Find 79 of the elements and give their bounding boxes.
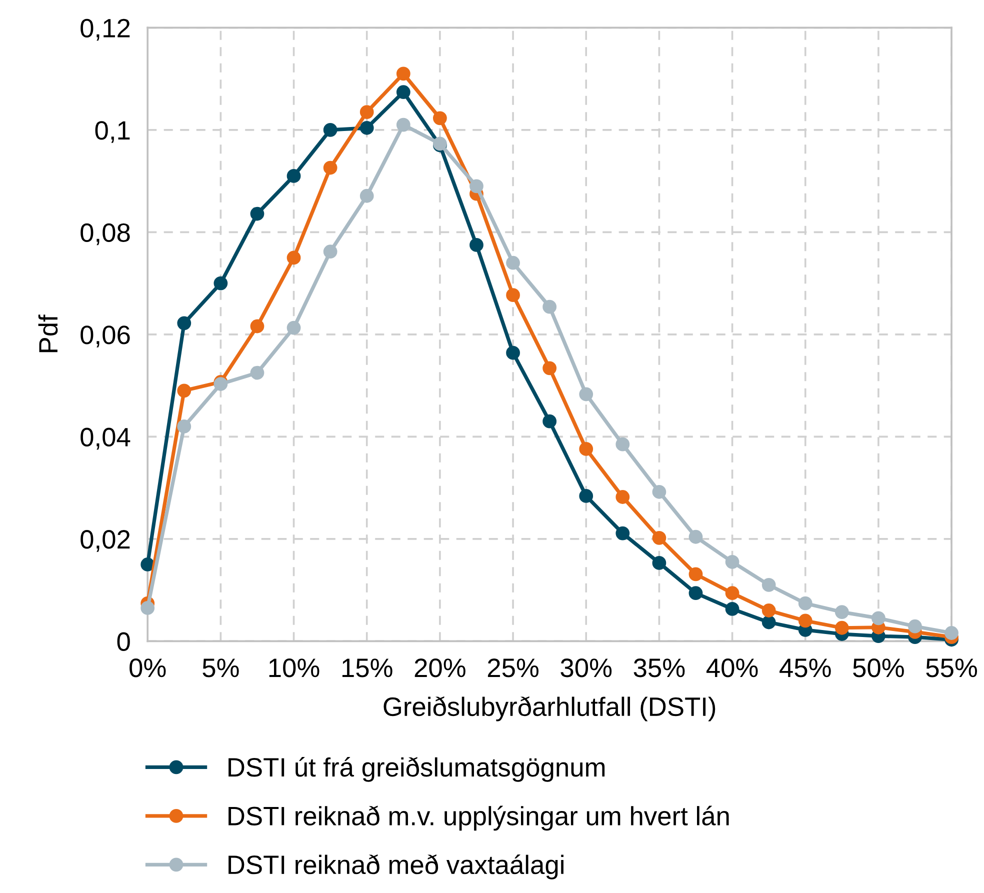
- point: [872, 611, 886, 626]
- point: [688, 586, 703, 600]
- point: [798, 596, 812, 610]
- point: [470, 238, 484, 252]
- x-tick-label: 50%: [853, 658, 904, 678]
- point: [762, 578, 776, 592]
- legend-label: DSTI reiknað m.v. upplýsingar um hvert lán: [228, 806, 729, 831]
- x-tick-label: 15%: [342, 658, 392, 678]
- point: [834, 620, 849, 635]
- point: [834, 605, 849, 619]
- point: [798, 614, 812, 628]
- point: [432, 111, 447, 126]
- x-tick-label: 35%: [634, 658, 685, 678]
- point: [506, 346, 520, 360]
- point: [177, 384, 192, 398]
- x-tick-label: 40%: [706, 658, 758, 678]
- point: [579, 442, 594, 456]
- point: [470, 179, 484, 194]
- point: [323, 160, 338, 175]
- y-tick-label: 0,12: [80, 18, 130, 41]
- point: [725, 586, 740, 600]
- point: [542, 414, 557, 428]
- legend-label: DSTI út frá greiðslumatsgögnum: [228, 756, 605, 782]
- point: [616, 526, 630, 540]
- point: [177, 316, 192, 330]
- x-tick-label: 10%: [269, 658, 320, 678]
- x-tick-label: 30%: [560, 658, 612, 678]
- point: [214, 276, 228, 290]
- point: [177, 420, 192, 434]
- point: [506, 256, 520, 270]
- point: [286, 320, 301, 335]
- point: [250, 319, 264, 334]
- point: [396, 118, 410, 132]
- point: [250, 366, 264, 380]
- y-axis-title: Pdf: [38, 314, 58, 352]
- point: [140, 601, 155, 615]
- point: [360, 105, 374, 119]
- x-axis-title: Greiðslubyrðarhlutfall (DSTI): [384, 696, 716, 722]
- y-tick-label: 0,1: [95, 121, 130, 143]
- point: [579, 387, 594, 402]
- point: [250, 206, 264, 221]
- y-tick-label: 0,08: [80, 223, 130, 246]
- point: [908, 619, 922, 634]
- x-tick-label: 25%: [488, 658, 538, 678]
- point: [360, 120, 374, 135]
- y-tick-label: 0,04: [80, 428, 130, 450]
- point: [542, 361, 557, 376]
- point: [506, 288, 520, 302]
- x-tick-label: 20%: [414, 658, 466, 678]
- point: [579, 489, 594, 503]
- point: [360, 188, 374, 203]
- point: [762, 615, 776, 630]
- point: [140, 558, 155, 572]
- y-tick-label: 0,02: [80, 530, 130, 552]
- point: [688, 530, 703, 544]
- point: [725, 602, 740, 616]
- legend-label: DSTI reiknað með vaxtaálagi: [228, 854, 564, 880]
- point: [652, 484, 666, 499]
- point: [396, 85, 410, 100]
- x-tick-label: 55%: [926, 658, 977, 678]
- point: [762, 604, 776, 618]
- x-tick-label: 0%: [130, 658, 166, 678]
- point: [323, 244, 338, 259]
- y-tick-label: 0,06: [80, 326, 130, 348]
- point: [542, 300, 557, 314]
- point: [688, 567, 703, 582]
- point: [652, 556, 666, 570]
- point: [396, 66, 410, 81]
- point: [286, 250, 301, 265]
- point: [323, 122, 338, 137]
- point: [725, 554, 740, 569]
- y-tick-label: 0: [117, 632, 130, 651]
- point: [652, 530, 666, 545]
- point: [616, 437, 630, 452]
- x-tick-label: 5%: [202, 658, 239, 678]
- point: [616, 490, 630, 504]
- point: [944, 626, 958, 640]
- point: [286, 169, 301, 183]
- x-tick-label: 45%: [780, 658, 831, 678]
